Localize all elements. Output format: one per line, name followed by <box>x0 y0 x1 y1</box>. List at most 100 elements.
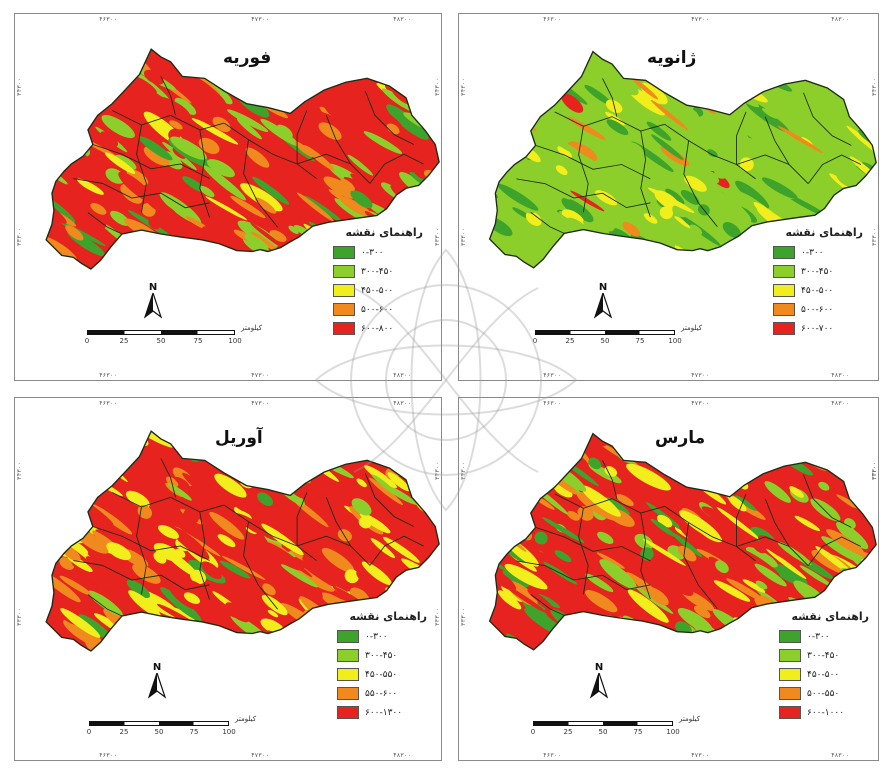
scale-tick: 100 <box>668 337 682 345</box>
coord-right: ۳۳۳۰۰ <box>434 227 441 246</box>
map-panel-april: آوریل راهنمای نقشه ۰-۳۰۰ ۳۰۰-۴۵۰ ۴۵۰-۵۵۰… <box>14 397 442 761</box>
district-boundary <box>640 130 651 218</box>
legend-swatch <box>333 322 355 335</box>
legend-row: ۶۰۰-۱۰۰۰ <box>779 703 869 722</box>
legend-title: راهنمای نقشه <box>785 226 863 239</box>
legend-swatch <box>773 246 795 259</box>
region-map-february <box>45 48 440 270</box>
district-boundary <box>736 536 809 566</box>
coord-right: ۳۳۳۰۰ <box>434 607 441 626</box>
north-arrow-icon <box>593 291 613 319</box>
legend-label: ۶۰۰-۸۰۰ <box>361 323 394 334</box>
legend-swatch <box>779 649 801 662</box>
legend-label: ۴۵۰-۵۰۰ <box>361 285 394 296</box>
map-panel-february: فوریه راهنمای نقشه ۰-۳۰۰ ۳۰۰-۴۵۰ ۴۵۰-۵۰۰… <box>14 13 442 381</box>
legend-row: ۰-۳۰۰ <box>779 627 869 646</box>
coord-right: ۳۴۳۰۰ <box>434 461 441 480</box>
legend-swatch <box>779 706 801 719</box>
coord-bottom: ۴۶۳۰۰ <box>543 752 562 759</box>
legend-row: ۰-۳۰۰ <box>333 243 423 262</box>
legend-row: ۳۰۰-۴۵۰ <box>333 262 423 281</box>
legend-row: ۶۰۰-۸۰۰ <box>333 319 423 338</box>
scale-bar: 0 25 50 75 100 کیلومتر <box>84 324 262 354</box>
legend-swatch <box>773 322 795 335</box>
legend-row: ۰-۳۰۰ <box>337 627 427 646</box>
region-map-april <box>45 430 440 652</box>
district-boundary <box>554 493 665 514</box>
district-boundary <box>369 153 424 184</box>
scale-tick: 25 <box>563 728 573 736</box>
district-boundary <box>92 526 210 561</box>
district-boundary <box>516 560 651 591</box>
north-arrow-icon <box>143 291 163 319</box>
scale-tick: 50 <box>600 337 610 345</box>
district-boundary <box>160 458 176 498</box>
legend-label: ۳۰۰-۴۵۰ <box>361 266 394 277</box>
coord-top: ۴۶۳۰۰ <box>543 16 562 23</box>
legend-label: ۴۵۰-۵۵۰ <box>365 669 398 680</box>
panel-title-february: فوریه <box>223 48 272 68</box>
coord-bottom: ۴۶۳۰۰ <box>99 752 118 759</box>
district-boundary <box>578 508 589 595</box>
legend-march: راهنمای نقشه ۰-۳۰۰ ۳۰۰-۴۵۰ ۴۵۰-۵۰۰ ۵۰۰-۵… <box>779 610 869 722</box>
coord-left: ۳۴۳۰۰ <box>460 461 467 480</box>
legend-row: ۴۵۰-۵۰۰ <box>773 281 863 300</box>
scale-bar-graphic <box>533 721 673 726</box>
district-boundary <box>73 178 210 209</box>
map-panel-march: مارس راهنمای نقشه ۰-۳۰۰ ۳۰۰-۴۵۰ ۴۵۰-۵۰۰ … <box>458 397 879 761</box>
legend-april: راهنمای نقشه ۰-۳۰۰ ۳۰۰-۴۵۰ ۴۵۰-۵۵۰ ۵۵۰-۶… <box>337 610 427 722</box>
legend-swatch <box>337 649 359 662</box>
legend-label: ۵۰۰-۵۵۰ <box>807 688 840 699</box>
legend-swatch <box>333 303 355 316</box>
panel-title-january: ژانویه <box>647 48 697 68</box>
district-boundary <box>602 460 618 499</box>
district-boundary <box>530 594 565 616</box>
district-boundary <box>199 129 210 218</box>
district-boundary <box>87 594 123 617</box>
legend-label: ۳۰۰-۴۵۰ <box>365 650 398 661</box>
coord-right: ۳۳۳۰۰ <box>871 461 878 480</box>
legend-row: ۶۰۰-۱۳۰۰ <box>337 703 427 722</box>
legend-swatch <box>779 630 801 643</box>
coord-bottom: ۴۶۳۰۰ <box>99 372 118 379</box>
scale-unit: کیلومتر <box>681 324 703 332</box>
region-map-january <box>488 50 877 269</box>
scale-tick: 50 <box>156 337 166 345</box>
district-boundary <box>112 492 225 513</box>
legend-swatch <box>779 668 801 681</box>
panel-title-march: مارس <box>655 428 706 448</box>
district-boundary <box>364 90 415 145</box>
legend-label: ۶۰۰-۱۰۰۰ <box>807 707 845 718</box>
legend-row: ۴۵۰-۵۵۰ <box>337 665 427 684</box>
district-boundary <box>807 154 862 184</box>
scale-tick: 50 <box>154 728 164 736</box>
legend-swatch <box>773 303 795 316</box>
coord-top: ۴۷۳۰۰ <box>691 400 710 407</box>
scale-tick: 100 <box>222 728 236 736</box>
legend-title: راهنمای نقشه <box>345 226 423 239</box>
scale-tick: 100 <box>666 728 680 736</box>
scale-unit: کیلومتر <box>679 715 701 723</box>
panel-title-april: آوریل <box>215 428 263 448</box>
legend-swatch <box>337 668 359 681</box>
legend-label: ۴۵۰-۵۰۰ <box>807 669 840 680</box>
coord-top: ۴۷۳۰۰ <box>251 16 270 23</box>
legend-label: ۵۰۰-۶۰۰ <box>361 304 394 315</box>
scale-bar: 0 25 50 75 100 کیلومتر <box>87 715 256 745</box>
district-boundary <box>664 123 756 180</box>
legend-row: ۵۰۰-۶۰۰ <box>773 300 863 319</box>
district-boundary <box>736 111 747 165</box>
coord-bottom: ۴۷۳۰۰ <box>251 372 270 379</box>
coord-bottom: ۴۸۳۰۰ <box>393 372 412 379</box>
legend-label: ۳۰۰-۴۵۰ <box>801 266 834 277</box>
scale-tick: 0 <box>84 337 90 345</box>
coord-bottom: ۴۷۳۰۰ <box>251 752 270 759</box>
district-boundary <box>296 535 371 566</box>
legend-label: ۶۰۰-۱۳۰۰ <box>365 707 403 718</box>
legend-swatch <box>773 265 795 278</box>
legend-swatch <box>333 265 355 278</box>
legend-row: ۵۰۰-۵۵۰ <box>779 684 869 703</box>
coord-top: ۴۶۳۰۰ <box>543 400 562 407</box>
scale-tick: 75 <box>635 337 645 345</box>
district-boundary <box>602 78 618 117</box>
